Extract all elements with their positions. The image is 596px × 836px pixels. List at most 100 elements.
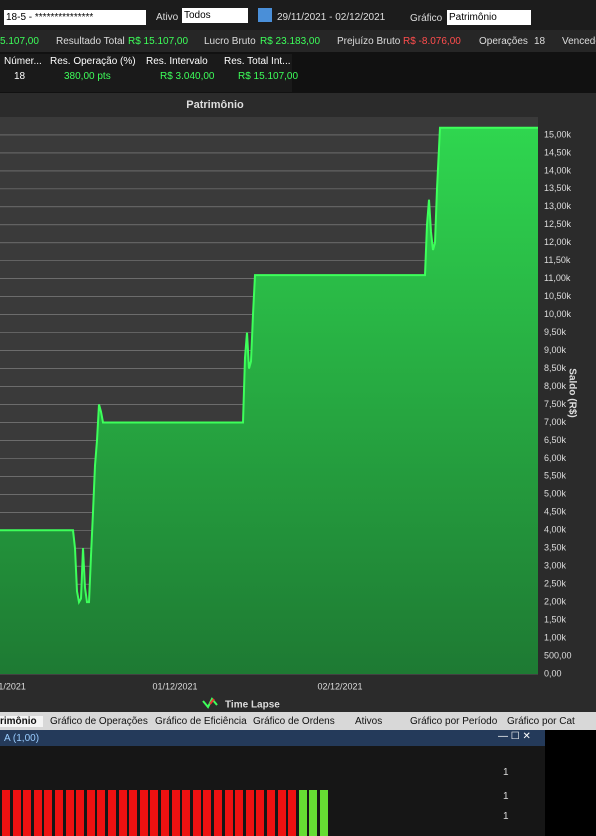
- y-tick-label: 3,00k: [544, 561, 567, 571]
- tab[interactable]: Ativos: [355, 716, 383, 727]
- indicator-bar: [129, 790, 138, 836]
- tab[interactable]: Gráfico por Cat: [507, 716, 575, 727]
- indicator-bar: [97, 790, 106, 836]
- indicator-bar: [161, 790, 169, 836]
- indicator-bar: [288, 790, 297, 836]
- table-header: Res. Total Int...: [224, 56, 291, 67]
- x-tick-label: 11/2021: [0, 681, 26, 691]
- stats-bar: 5.107,00 Resultado Total R$ 15.107,00 Lu…: [0, 30, 596, 52]
- y-tick-label: 8,50k: [544, 363, 567, 373]
- y-tick-label: 1,00k: [544, 632, 567, 642]
- stat-label: Prejuízo Bruto: [337, 36, 401, 47]
- stat-label: Lucro Bruto: [204, 36, 256, 47]
- period[interactable]: 29/11/2021 - 02/12/2021: [277, 12, 386, 23]
- y-tick-label: 11,00k: [544, 273, 571, 283]
- area: [0, 127, 538, 674]
- table-cell: 380,00 pts: [64, 71, 111, 82]
- legend-label: Time Lapse: [225, 700, 280, 711]
- y-tick-label: 2,50k: [544, 579, 567, 589]
- y-tick-label: 7,50k: [544, 399, 567, 409]
- table-cell: 18: [14, 71, 26, 82]
- tab[interactable]: Gráfico de Operações: [50, 716, 148, 727]
- indicator-bar: [55, 790, 63, 836]
- indicator-bar: [108, 790, 116, 836]
- indicator-bar: [203, 790, 212, 836]
- y-tick-label: 12,50k: [544, 219, 572, 229]
- indicator-bar: [139, 790, 148, 836]
- y-tick-label: 13,50k: [544, 183, 572, 193]
- toolbar: 18-5 - *************** Ativo Todos 29/11…: [0, 0, 596, 30]
- y-tick-label: 0,00: [544, 668, 562, 678]
- stat-label: Vencedo: [562, 36, 596, 47]
- stat: 18: [534, 36, 546, 47]
- y-tick-label: 4,50k: [544, 507, 567, 517]
- chart: Patrimônio Saldo (R$) 0,00 500,00 1,00k 1,5…: [0, 93, 596, 713]
- scale-label: 1: [503, 791, 509, 802]
- chart-title: Patrimônio: [186, 99, 244, 111]
- calendar-icon[interactable]: [258, 8, 272, 22]
- table-cell: R$ 15.107,00: [238, 71, 299, 82]
- y-tick-label: 13,00k: [544, 201, 572, 211]
- y-tick-label: 6,50k: [544, 435, 567, 445]
- indicator-bar: [118, 790, 127, 836]
- stat-label: Operações: [479, 36, 528, 47]
- scale-label: 1: [503, 767, 509, 778]
- label: Gráfico: [410, 13, 443, 24]
- indicator-bar: [309, 790, 318, 836]
- table-header: Númer...: [4, 56, 42, 67]
- y-tick-label: 8,00k: [544, 381, 567, 391]
- table-header: Res. Operação (%): [50, 56, 136, 67]
- indicator-bar: [76, 790, 85, 836]
- indicator-bar: [214, 790, 222, 836]
- indicator-bar: [277, 790, 286, 836]
- chart-select[interactable]: Patrimônio: [447, 10, 531, 25]
- indicator-bar: [320, 790, 328, 836]
- indicator-bar: [224, 790, 233, 836]
- indicator-bar: [298, 790, 307, 836]
- y-tick-label: 5,50k: [544, 471, 567, 481]
- indicator-bar: [150, 790, 159, 836]
- y-tick-label: 2,00k: [544, 597, 567, 607]
- indicator-bar: [44, 790, 53, 836]
- panel-title: A (1,00): [4, 733, 40, 744]
- x-tick-label: 02/12/2021: [317, 681, 362, 691]
- indicator-bar: [86, 790, 95, 836]
- y-tick-label: 14,50k: [544, 147, 572, 157]
- asset-select[interactable]: Todos: [182, 8, 248, 23]
- y-tick-label: 10,00k: [544, 309, 572, 319]
- tab[interactable]: Gráfico por Período: [410, 716, 498, 727]
- y-tick-label: 7,00k: [544, 417, 567, 427]
- tab[interactable]: Gráfico de Ordens: [253, 716, 335, 727]
- indicator-bar: [192, 790, 201, 836]
- indicator-bar: [235, 790, 244, 836]
- table-header: Res. Intervalo: [146, 56, 208, 67]
- indicator-bar: [2, 790, 10, 836]
- y-tick-label: 4,00k: [544, 525, 567, 535]
- indicator-bar: [182, 790, 191, 836]
- x-tick-label: 01/12/2021: [152, 681, 197, 691]
- y-tick-label: 11,50k: [544, 255, 571, 265]
- indicator-bar: [65, 790, 74, 836]
- y-tick-label: 6,00k: [544, 453, 567, 463]
- account-select[interactable]: 18-5 - ***************: [4, 10, 146, 25]
- bottom-panel: A (1,00) — ☐ ✕ 1 1 1: [0, 730, 596, 836]
- y-tick-label: 12,00k: [544, 237, 572, 247]
- indicator-bar: [267, 790, 275, 836]
- y-axis-title: Saldo (R$): [566, 368, 577, 417]
- tab[interactable]: Gráfico de Eficiência: [155, 716, 247, 727]
- table: Númer... Res. Operação (%) Res. Intervalo R…: [0, 54, 298, 92]
- y-tick-label: 9,50k: [544, 327, 567, 337]
- tab[interactable]: rimônio: [0, 716, 43, 727]
- y-tick-label: 500,00: [544, 650, 572, 660]
- line: [0, 126, 538, 606]
- stat: R$ 23.183,00: [260, 36, 321, 47]
- y-tick-label: 3,50k: [544, 543, 567, 553]
- window-controls[interactable]: — ☐ ✕: [498, 731, 531, 742]
- stat: 5.107,00: [0, 36, 39, 47]
- y-tick-label: 14,00k: [544, 165, 572, 175]
- indicator-bar: [23, 790, 32, 836]
- tab-bar: rimônio Gráfico de Operações Gráfico de Ef…: [0, 712, 596, 730]
- indicator-bar: [256, 790, 265, 836]
- legend-icon: [209, 698, 215, 705]
